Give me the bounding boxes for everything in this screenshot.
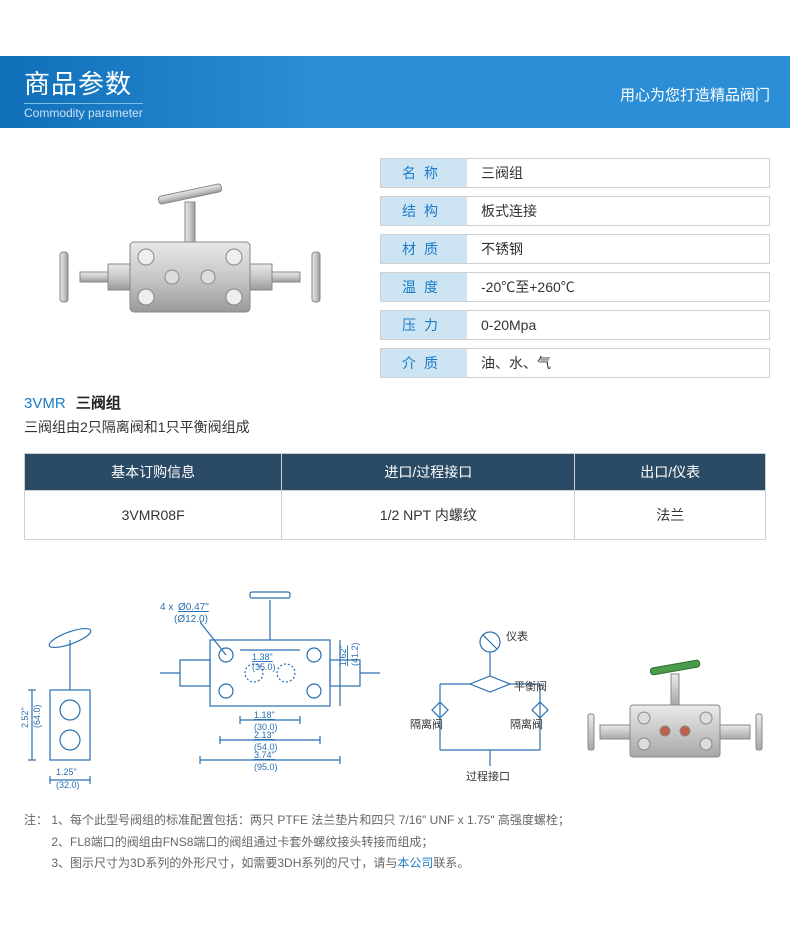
diagrams-row: 2.52" (64.0) 1.25" (32.0) <box>0 540 790 790</box>
spec-value: 0-20Mpa <box>467 311 769 339</box>
note-item: 1、每个此型号阀组的标准配置包括：两只 PTFE 法兰垫片和四只 7/16" U… <box>51 810 570 832</box>
spec-table: 名称三阀组结构板式连接材质不锈钢温度-20℃至+260℃压力0-20Mpa介质油… <box>380 158 770 386</box>
spec-label: 结构 <box>381 197 467 225</box>
order-cell: 1/2 NPT 内螺纹 <box>282 491 575 540</box>
dim-bot1-in: 1.18" <box>254 710 275 720</box>
diagram-schematic: 仪表 平衡阀 隔离阀 隔离阀 过程接口 <box>410 620 570 790</box>
spec-label: 温度 <box>381 273 467 301</box>
note-item: 3、图示尺寸为3D系列的外形尺寸，如需要3DH系列的尺寸，请与本公司联系。 <box>51 853 570 875</box>
dim-side-h-mm: (64.0) <box>32 704 42 728</box>
spec-value: 三阀组 <box>467 159 769 187</box>
diagram-side-view: 2.52" (64.0) 1.25" (32.0) <box>20 620 130 790</box>
spec-value: 板式连接 <box>467 197 769 225</box>
dim-h1-in: 1.62" <box>338 645 348 666</box>
dim-side-w-mm: (32.0) <box>56 780 80 790</box>
model-code: 3VMR <box>24 395 66 412</box>
dim-w1-mm: (35.0) <box>252 662 276 672</box>
product-spec-row: 名称三阀组结构板式连接材质不锈钢温度-20℃至+260℃压力0-20Mpa介质油… <box>0 152 790 386</box>
order-th: 基本订购信息 <box>25 454 282 491</box>
dim-bot2-in: 2.13" <box>254 730 275 740</box>
company-link[interactable]: 本公司 <box>397 856 433 870</box>
dim-side-h-in: 2.52" <box>20 707 30 728</box>
banner-slogan: 用心为您打造精品阀门 <box>620 84 770 105</box>
spec-row: 材质不锈钢 <box>380 234 770 264</box>
spec-row: 介质油、水、气 <box>380 348 770 378</box>
diagram-front-view: 4 x Ø0.47" (Ø12.0) 1.38" (35.0) 1.62" (4… <box>140 580 400 790</box>
spec-label: 名称 <box>381 159 467 187</box>
spec-value: -20℃至+260℃ <box>467 273 769 301</box>
schematic-top: 仪表 <box>506 629 528 643</box>
model-row: 3VMR 三阀组 <box>0 392 790 413</box>
order-cell: 3VMR08F <box>25 491 282 540</box>
spec-row: 结构板式连接 <box>380 196 770 226</box>
order-cell: 法兰 <box>575 491 766 540</box>
note-item: 2、FL8端口的阀组由FNS8端口的阀组通过卡套外螺纹接头转接而组成； <box>51 832 570 854</box>
spec-row: 名称三阀组 <box>380 158 770 188</box>
dim-h1-mm: (41.2) <box>350 642 360 666</box>
notes-prefix: 注： <box>24 810 48 832</box>
schematic-right: 隔离阀 <box>510 717 543 731</box>
hole-label: 4 x <box>160 602 173 613</box>
schematic-left: 隔离阀 <box>410 717 443 731</box>
notes: 注： 1、每个此型号阀组的标准配置包括：两只 PTFE 法兰垫片和四只 7/16… <box>0 790 790 895</box>
schematic-bottom: 过程接口 <box>466 770 510 783</box>
spec-label: 介质 <box>381 349 467 377</box>
spec-row: 温度-20℃至+260℃ <box>380 272 770 302</box>
valve-illustration <box>50 172 330 352</box>
notes-list: 1、每个此型号阀组的标准配置包括：两只 PTFE 法兰垫片和四只 7/16" U… <box>51 810 570 875</box>
hole-dia-in: Ø0.47" <box>178 602 209 613</box>
order-table: 基本订购信息进口/过程接口出口/仪表 3VMR08F1/2 NPT 内螺纹法兰 <box>24 453 766 540</box>
dim-bot3-mm: (95.0) <box>254 762 278 772</box>
hole-dia-mm: (Ø12.0) <box>174 614 208 625</box>
spec-value: 不锈钢 <box>467 235 769 263</box>
product-image <box>0 152 380 372</box>
spec-value: 油、水、气 <box>467 349 769 377</box>
dim-side-w-in: 1.25" <box>56 767 77 777</box>
spec-row: 压力0-20Mpa <box>380 310 770 340</box>
schematic-mid: 平衡阀 <box>514 679 547 693</box>
order-th: 进口/过程接口 <box>282 454 575 491</box>
dim-bot3-in: 3.74" <box>254 750 275 760</box>
model-name: 三阀组 <box>76 395 121 412</box>
dim-w1-in: 1.38" <box>252 652 273 662</box>
spec-label: 材质 <box>381 235 467 263</box>
model-desc: 三阀组由2只隔离阀和1只平衡阀组成 <box>0 413 790 437</box>
banner-subtitle: Commodity parameter <box>24 103 143 120</box>
order-row: 3VMR08F1/2 NPT 内螺纹法兰 <box>25 491 766 540</box>
banner: 商品参数 Commodity parameter 用心为您打造精品阀门 <box>0 56 790 128</box>
order-th: 出口/仪表 <box>575 454 766 491</box>
spec-label: 压力 <box>381 311 467 339</box>
diagram-render <box>580 650 770 790</box>
